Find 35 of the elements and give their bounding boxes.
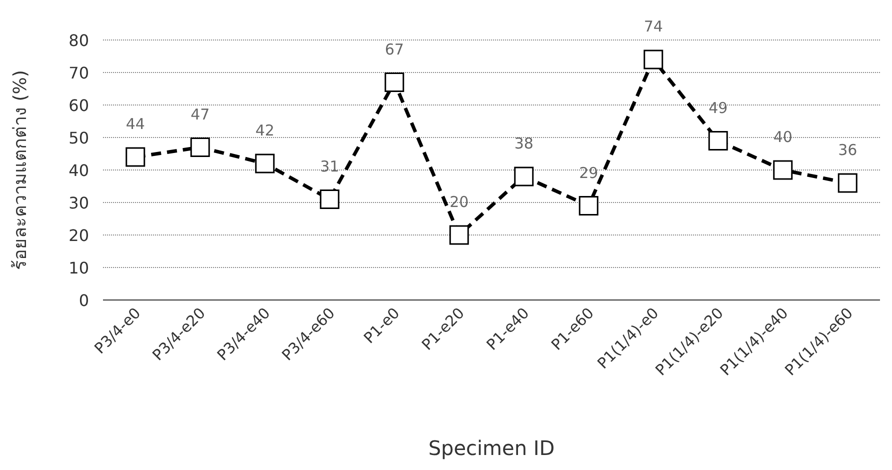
y-tick-label: 80 (68, 31, 89, 50)
point (838, 173, 858, 193)
y-tick-label: 30 (68, 194, 89, 212)
x-axis-title: Specimen ID (428, 436, 555, 460)
point (708, 131, 728, 150)
point (773, 160, 793, 180)
point (384, 72, 404, 92)
point (126, 147, 146, 167)
data-label: 38 (514, 134, 534, 152)
point (578, 196, 598, 216)
data-label: 67 (384, 40, 404, 58)
point (644, 50, 664, 70)
data-label: 74 (644, 18, 663, 36)
y-tick-label: 50 (68, 128, 89, 148)
data-label: 47 (190, 105, 210, 124)
data-label: 40 (773, 128, 792, 146)
y-tick-label: 10 (68, 258, 89, 278)
data-label: 36 (838, 141, 858, 159)
data-label: 42 (255, 122, 274, 140)
data-label: 31 (320, 157, 340, 176)
y-tick-label: 60 (68, 96, 89, 115)
data-label: 20 (450, 193, 469, 211)
data-label: 49 (708, 98, 728, 117)
y-axis-title: ร้อยละความแตกต่าง (%) (10, 70, 31, 270)
data-label: 44 (126, 115, 145, 133)
y-tick-label: 20 (68, 226, 89, 245)
point (255, 154, 275, 174)
point (190, 138, 210, 157)
y-tick-label: 70 (68, 64, 89, 82)
point (320, 190, 340, 209)
data-label: 29 (579, 164, 598, 182)
point (514, 166, 534, 186)
y-tick-label: 0 (78, 291, 89, 310)
y-tick-label: 40 (68, 161, 89, 180)
point (449, 225, 469, 245)
